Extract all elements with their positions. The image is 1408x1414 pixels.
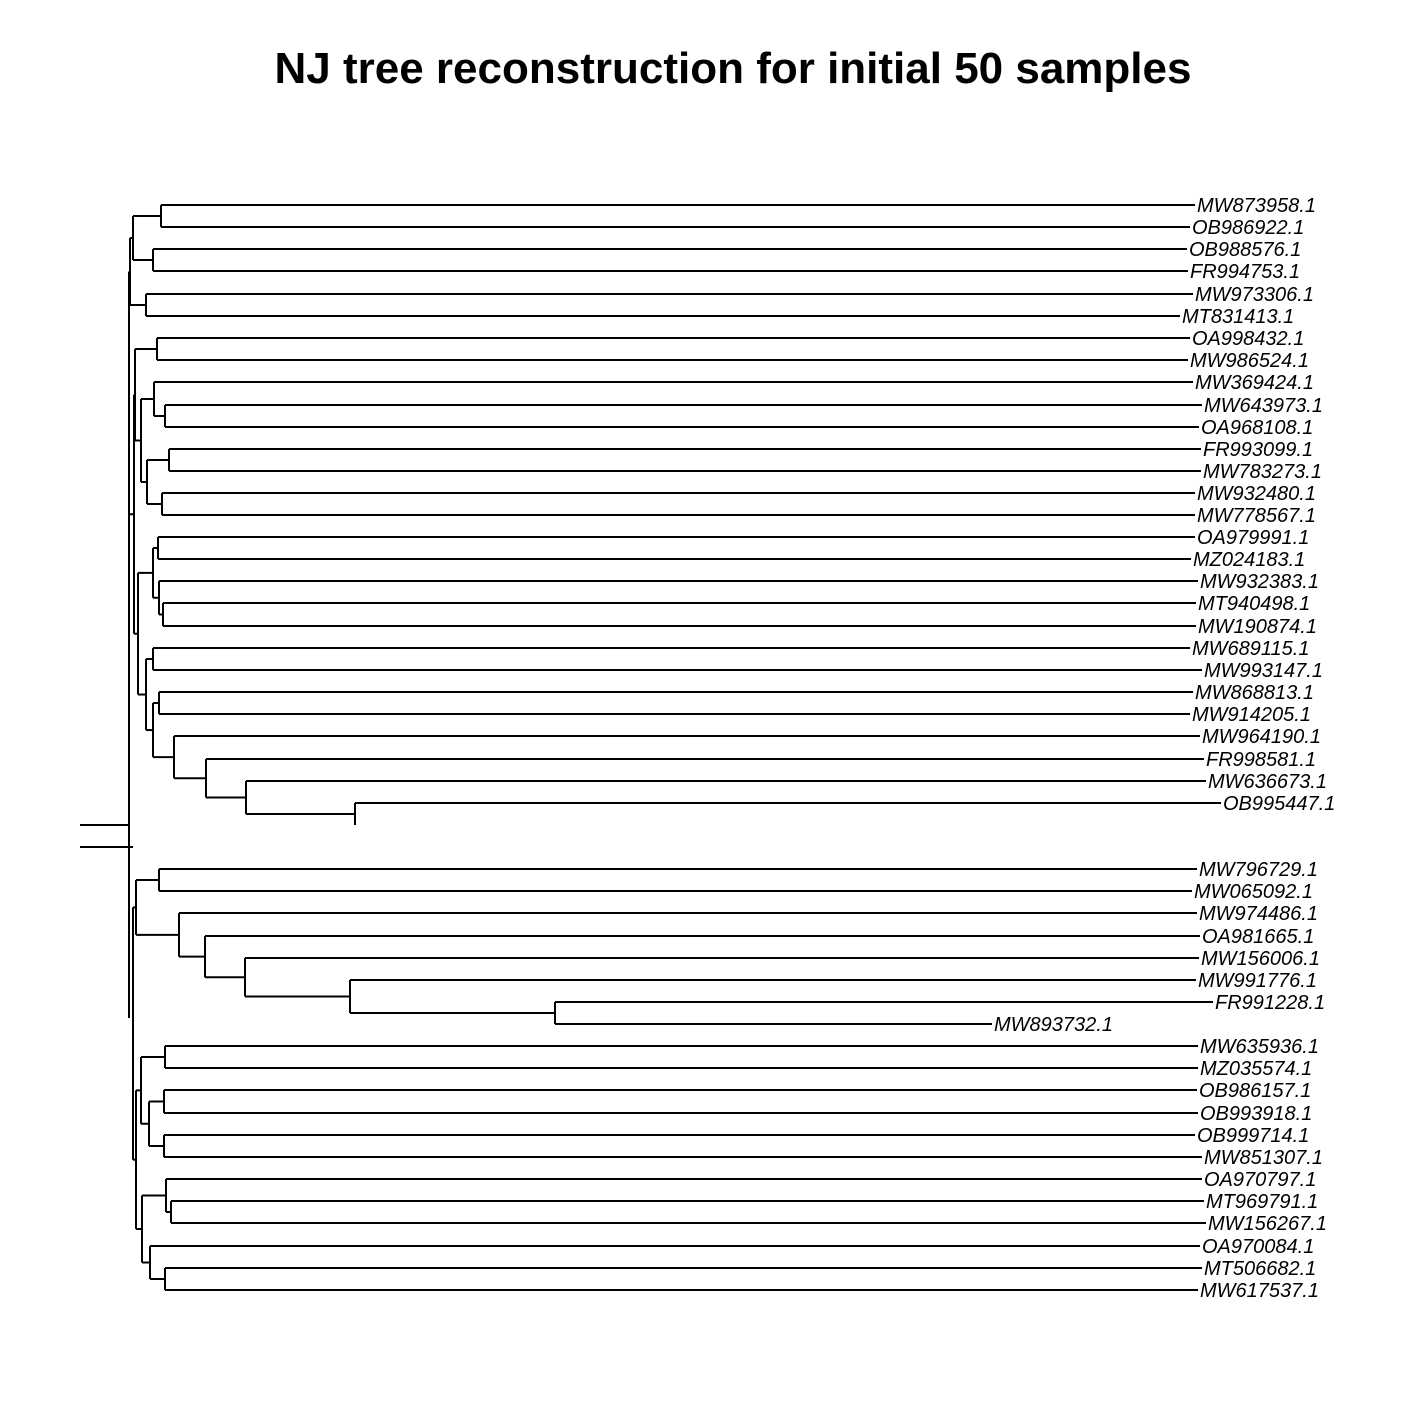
tip-label: MT831413.1 xyxy=(1182,306,1294,328)
tip-label: MW636673.1 xyxy=(1208,771,1327,793)
tip-label: OA981665.1 xyxy=(1202,926,1314,948)
tip-label: MW868813.1 xyxy=(1195,682,1314,704)
tip-label: MW065092.1 xyxy=(1194,881,1313,903)
tip-label: MW156006.1 xyxy=(1201,948,1320,970)
tip-label: MW993147.1 xyxy=(1204,660,1323,682)
plot-title: NJ tree reconstruction for initial 50 sa… xyxy=(274,44,1192,93)
tip-label: MW974486.1 xyxy=(1199,903,1318,925)
tip-label: MW914205.1 xyxy=(1192,704,1311,726)
tip-label: OA979991.1 xyxy=(1197,527,1309,549)
tip-label: MW932383.1 xyxy=(1200,571,1319,593)
tip-label: MW986524.1 xyxy=(1190,350,1309,372)
tip-label: MZ024183.1 xyxy=(1193,549,1305,571)
tip-label: OA968108.1 xyxy=(1201,417,1313,439)
tip-label: MW778567.1 xyxy=(1197,505,1316,527)
tip-label: MW973306.1 xyxy=(1195,284,1314,306)
tip-label: MW783273.1 xyxy=(1203,461,1322,483)
tip-label: FR998581.1 xyxy=(1206,749,1316,771)
tip-label: OB999714.1 xyxy=(1197,1125,1309,1147)
tip-label: MT969791.1 xyxy=(1206,1191,1318,1213)
tip-label: MW851307.1 xyxy=(1204,1147,1323,1169)
tip-label: MW873958.1 xyxy=(1197,195,1316,217)
tip-label: MW964190.1 xyxy=(1202,726,1321,748)
tip-label: OB986157.1 xyxy=(1199,1080,1311,1102)
tip-label: MW190874.1 xyxy=(1198,616,1317,638)
tip-label: MW635936.1 xyxy=(1200,1036,1319,1058)
tip-label: OA970797.1 xyxy=(1204,1169,1316,1191)
tip-label: FR993099.1 xyxy=(1203,439,1313,461)
tip-label: MT506682.1 xyxy=(1204,1258,1316,1280)
tip-label: MW617537.1 xyxy=(1200,1280,1319,1302)
tip-label: MW893732.1 xyxy=(994,1014,1113,1036)
tip-label: OB993918.1 xyxy=(1200,1103,1312,1125)
tip-label: FR991228.1 xyxy=(1215,992,1325,1014)
tip-label: MW796729.1 xyxy=(1199,859,1318,881)
tip-label: MW991776.1 xyxy=(1198,970,1317,992)
tip-label: MZ035574.1 xyxy=(1200,1058,1312,1080)
tip-label: MW369424.1 xyxy=(1195,372,1314,394)
tip-label: MT940498.1 xyxy=(1198,593,1310,615)
tip-label: FR994753.1 xyxy=(1190,261,1300,283)
tip-label: OA998432.1 xyxy=(1192,328,1304,350)
tip-label: OB988576.1 xyxy=(1189,239,1301,261)
tip-label: OB995447.1 xyxy=(1223,793,1335,815)
tip-label: MW932480.1 xyxy=(1197,483,1316,505)
tip-label: MW689115.1 xyxy=(1192,638,1309,660)
tip-label: OB986922.1 xyxy=(1192,217,1304,239)
tip-label: OA970084.1 xyxy=(1202,1236,1314,1258)
tip-label: MW156267.1 xyxy=(1208,1213,1327,1235)
tip-label: MW643973.1 xyxy=(1204,395,1323,417)
